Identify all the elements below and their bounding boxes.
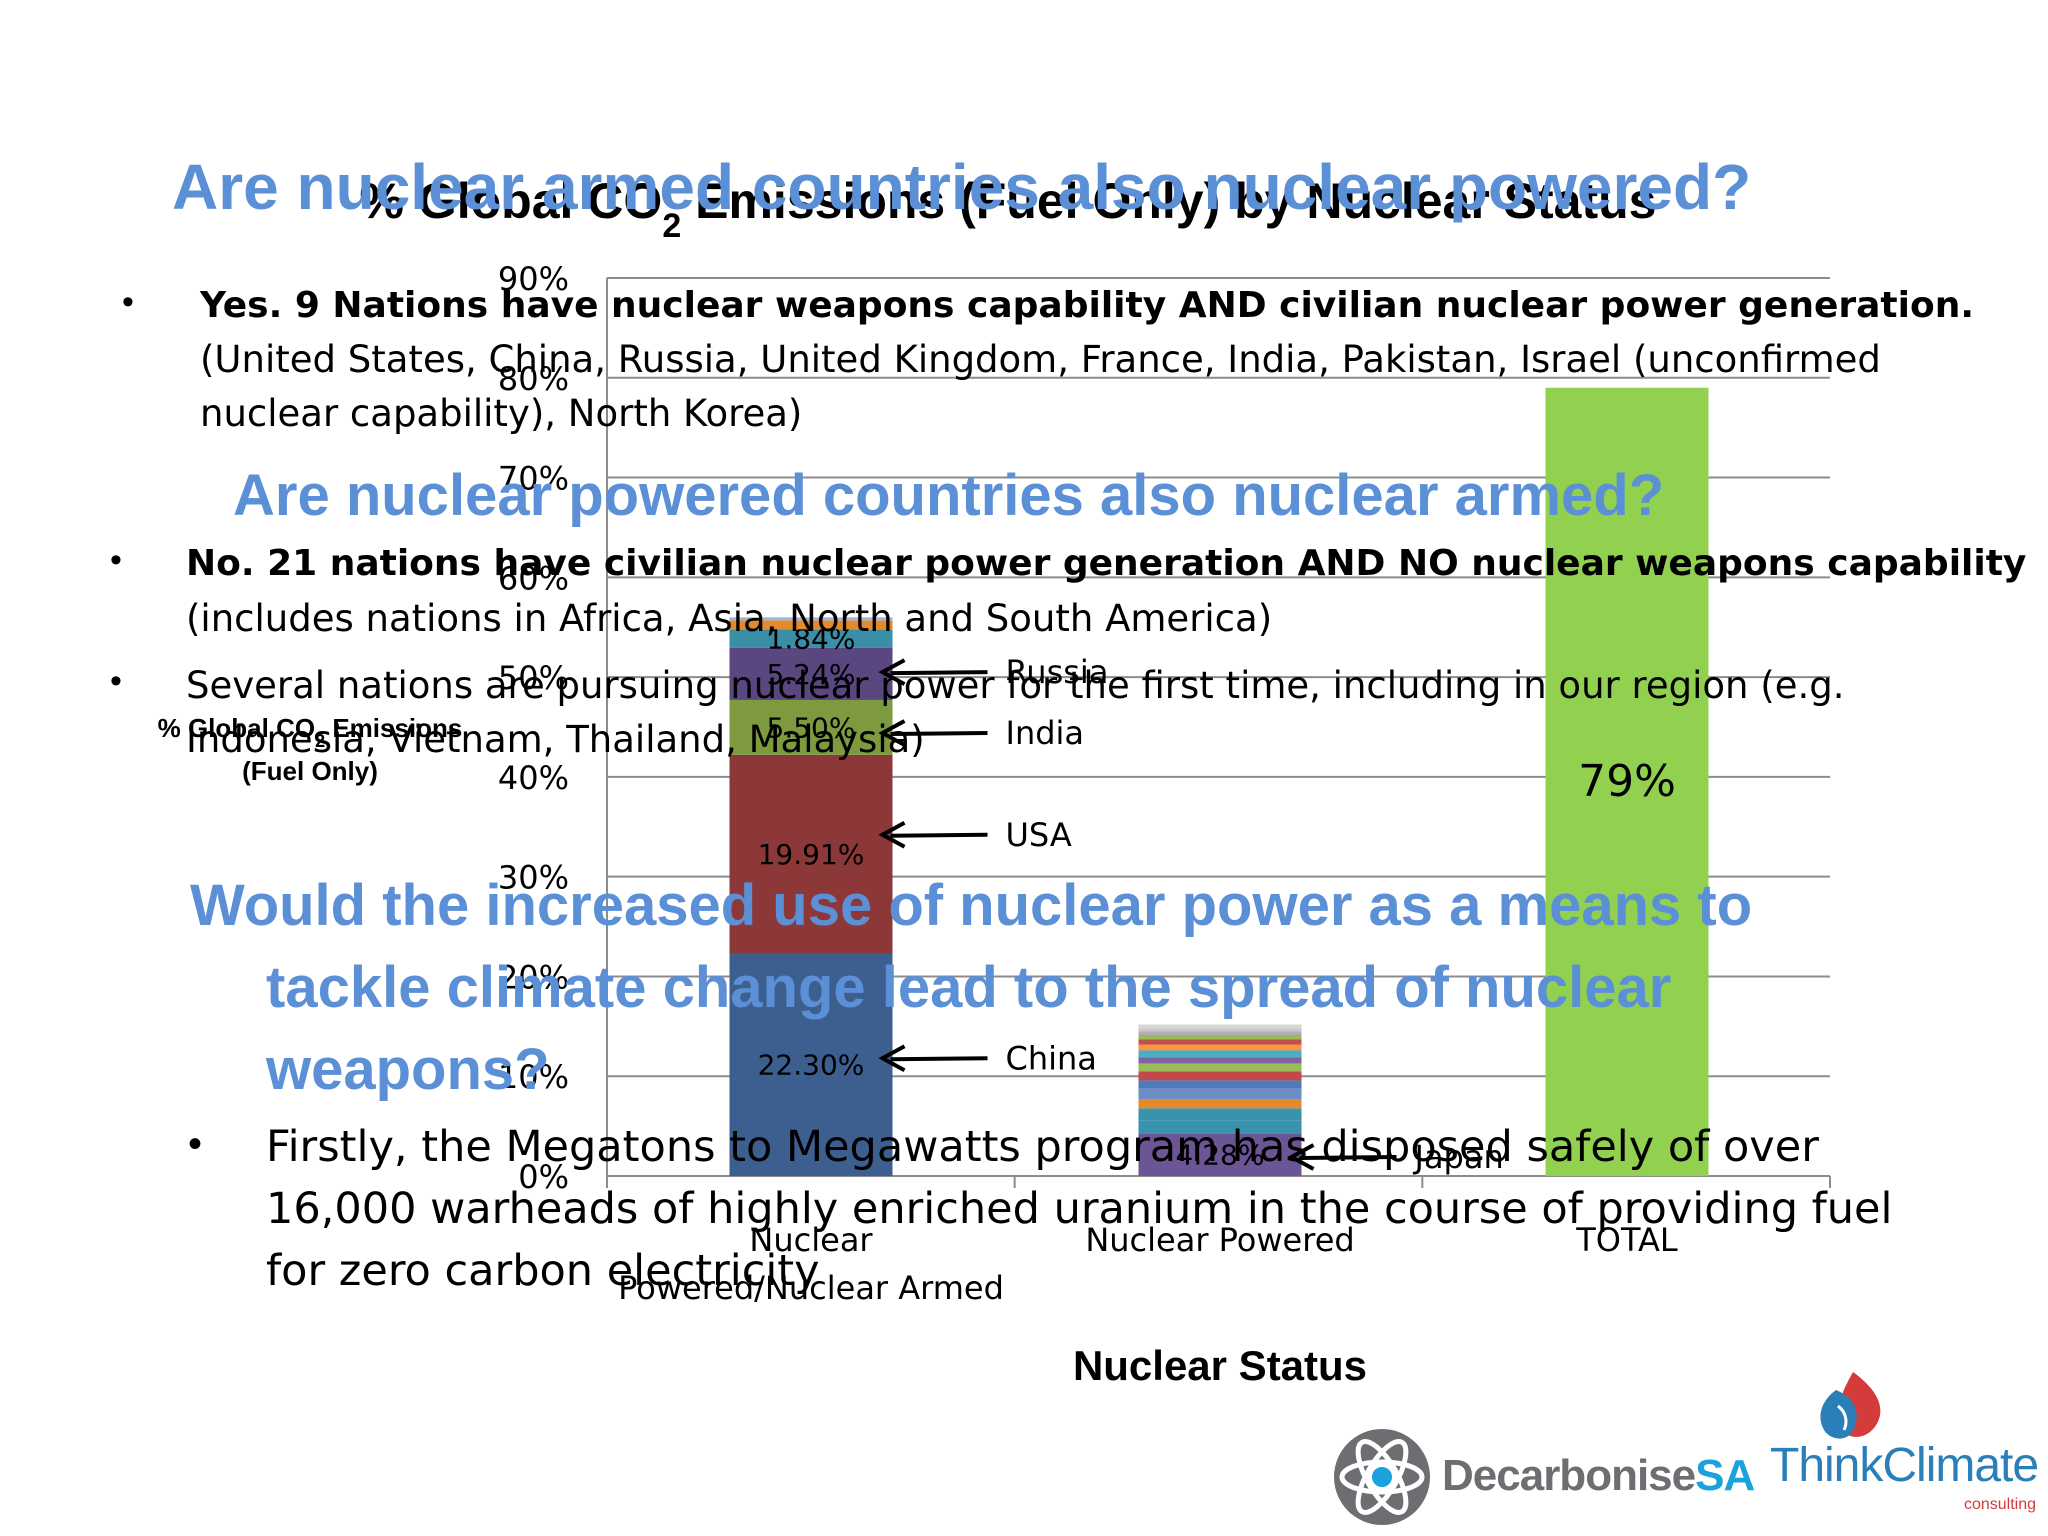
bar-segment [729, 617, 893, 621]
bar-segment [1138, 1028, 1302, 1032]
annotation-arrowhead [878, 719, 906, 747]
think-text: Think [1770, 1439, 1883, 1492]
y-axis-label-line2: (Fuel Only) [242, 756, 378, 786]
x-category-label: TOTAL [1575, 1221, 1678, 1259]
bar-segment [1138, 1099, 1302, 1109]
bar-segment [729, 647, 893, 700]
annotation-arrow-shaft [1299, 1155, 1397, 1161]
annotation-label: China [1006, 1039, 1097, 1077]
x-category-label: Nuclear Powered [1085, 1221, 1354, 1259]
annotation-arrowhead [878, 821, 906, 849]
thinkclimate-logo: ThinkClimate consulting [1770, 1368, 2048, 1528]
x-category-label: Nuclear [749, 1221, 873, 1259]
annotation-arrowhead [1287, 1143, 1315, 1171]
atom-icon [1334, 1429, 1430, 1525]
annotation-arrowhead [878, 658, 906, 686]
annotation-arrow-shaft [890, 1056, 988, 1062]
y-tick-label: 80% [498, 360, 569, 398]
y-tick-label: 20% [498, 958, 569, 996]
y-axis-label: % Global CO2 Emissions [158, 713, 463, 751]
bar-segment [1138, 1133, 1302, 1176]
data-label: 4.28% [1176, 1139, 1265, 1172]
bar-segment [1138, 1071, 1302, 1081]
thinkclimate-wordmark: ThinkClimate [1770, 1438, 2039, 1493]
climate-text: Climate [1882, 1439, 2039, 1492]
annotation-label: Japan [1413, 1138, 1504, 1176]
annotation-arrow-shaft [890, 730, 988, 736]
bar-segment [1138, 1039, 1302, 1045]
bar-segment [1138, 1034, 1302, 1040]
annotation-label: India [1006, 714, 1085, 752]
bar-segment [1138, 1057, 1302, 1064]
x-category-label: Powered/Nuclear Armed [618, 1269, 1004, 1307]
y-tick-label: 10% [498, 1058, 569, 1096]
consulting-text: consulting [1963, 1496, 2036, 1513]
data-label: 79% [1578, 756, 1676, 807]
annotation-arrow-shaft [890, 832, 988, 838]
y-tick-label: 0% [518, 1158, 569, 1196]
bar-segment [1138, 1031, 1302, 1035]
bar-segment [729, 699, 893, 755]
decarbonisesa-wordmark: DecarboniseSA [1442, 1451, 1755, 1501]
bar-segment [1138, 1108, 1302, 1121]
bar-segment [1138, 1120, 1302, 1134]
bar-segment [729, 754, 893, 954]
y-tick-label: 90% [498, 260, 569, 298]
data-label: 5.50% [767, 711, 856, 744]
y-tick-label: 30% [498, 859, 569, 897]
decarbonisesa-logo: DecarboniseSA [1330, 1425, 1755, 1525]
sa-text: SA [1695, 1451, 1755, 1500]
bar-segment [1138, 1044, 1302, 1051]
data-label: 5.24% [767, 658, 856, 691]
bar-segment [1138, 1080, 1302, 1089]
decarbonise-text: Decarbonise [1442, 1451, 1696, 1500]
bar-segment [1138, 1063, 1302, 1072]
bar-segment [729, 953, 893, 1176]
leaf-drop-icon [1820, 1372, 1881, 1439]
bar-segment [1138, 1050, 1302, 1058]
y-tick-label: 70% [498, 460, 569, 498]
annotation-arrow-shaft [890, 670, 988, 676]
y-tick-label: 40% [498, 759, 569, 797]
data-label: 22.30% [758, 1049, 865, 1082]
chart-title: % Global CO2 Emissions (Fuel Only) by Nu… [360, 173, 1657, 245]
y-tick-label: 50% [498, 659, 569, 697]
bar-segment [1138, 1024, 1302, 1029]
bar-segment [729, 629, 893, 648]
bar-segment [729, 620, 893, 630]
bar-segment [1138, 1088, 1302, 1100]
data-label: 19.91% [758, 838, 865, 871]
bar-segment [1545, 387, 1709, 1176]
x-axis-title: Nuclear Status [1073, 1342, 1367, 1389]
annotation-label: USA [1006, 816, 1072, 854]
y-tick-label: 60% [498, 559, 569, 597]
annotation-arrowhead [878, 1044, 906, 1073]
annotation-label: Russia [1006, 653, 1109, 691]
